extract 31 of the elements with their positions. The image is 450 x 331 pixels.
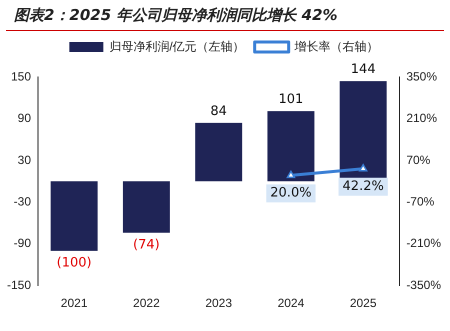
y-tick-label: -150 (6, 278, 32, 292)
data-label: 144 (350, 62, 376, 78)
bar (267, 111, 314, 182)
bar (122, 181, 170, 233)
x-tick-label: 2024 (278, 296, 305, 310)
y-tick-label: -90 (14, 236, 32, 250)
y-tick-label: 90 (18, 111, 32, 126)
x-tick-label: 2023 (205, 296, 232, 310)
y-tick-label: 30 (18, 152, 32, 167)
y2-tick-label: -350% (406, 278, 442, 292)
data-label: 20.0% (270, 186, 312, 201)
bar (50, 181, 98, 251)
data-label: (100) (56, 256, 92, 271)
y2-tick-label: 350% (406, 69, 438, 84)
y-tick-label: 150 (10, 69, 32, 84)
y2-tick-label: -70% (406, 194, 435, 208)
legend-label: 归母净利润/亿元（左轴） (109, 39, 245, 54)
x-tick-label: 2022 (133, 296, 160, 310)
bar (195, 122, 242, 182)
y2-tick-label: -210% (406, 236, 442, 250)
y2-tick-label: 210% (406, 111, 438, 126)
chart-title: 图表2：2025 年公司归母净利润同比增长 42% (6, 0, 444, 31)
x-tick-label: 2025 (350, 296, 377, 310)
x-tick-label: 2021 (60, 296, 88, 310)
data-label: 101 (278, 92, 304, 107)
data-label: (74) (133, 238, 160, 253)
data-label: 42.2% (342, 179, 384, 194)
data-label: 84 (210, 104, 227, 119)
y2-tick-label: 70% (406, 152, 431, 167)
y-tick-label: -30 (14, 194, 32, 208)
legend-label: 增长率（右轴） (294, 39, 379, 54)
